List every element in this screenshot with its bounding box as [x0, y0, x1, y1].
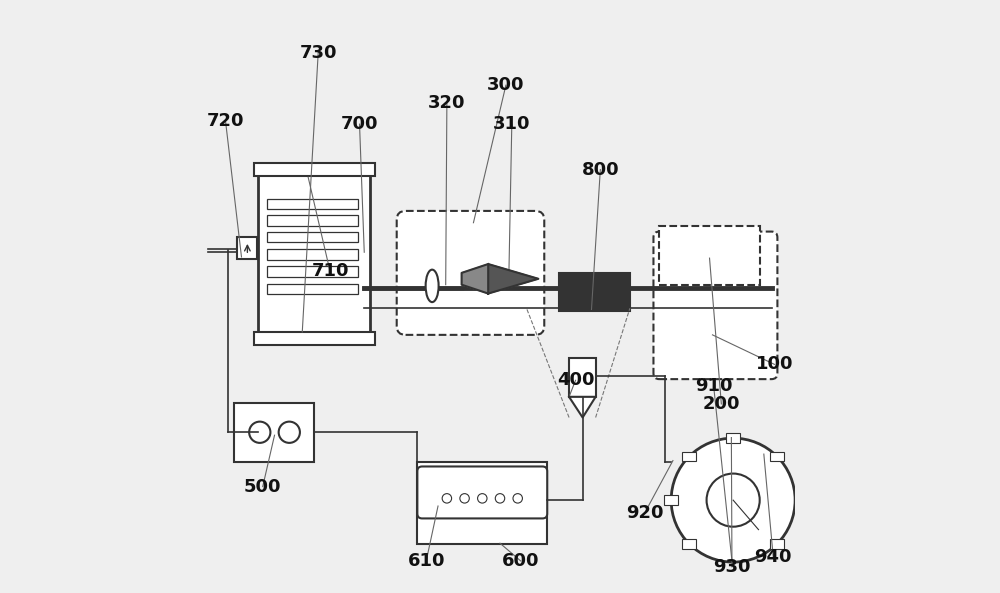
Circle shape [460, 493, 469, 503]
FancyBboxPatch shape [659, 226, 760, 285]
Text: 320: 320 [428, 94, 466, 112]
FancyBboxPatch shape [770, 539, 784, 549]
Text: 500: 500 [244, 477, 281, 496]
FancyBboxPatch shape [569, 359, 596, 397]
FancyBboxPatch shape [267, 232, 358, 242]
FancyBboxPatch shape [267, 266, 358, 277]
Polygon shape [569, 397, 596, 417]
Circle shape [279, 422, 300, 443]
Text: 730: 730 [299, 44, 337, 62]
Ellipse shape [426, 270, 439, 302]
Text: 720: 720 [207, 112, 244, 130]
FancyBboxPatch shape [417, 462, 547, 544]
FancyBboxPatch shape [664, 495, 678, 505]
Text: 710: 710 [311, 262, 349, 280]
FancyBboxPatch shape [267, 199, 358, 209]
FancyBboxPatch shape [417, 467, 547, 518]
Text: 300: 300 [487, 76, 525, 94]
FancyBboxPatch shape [653, 232, 777, 379]
Polygon shape [462, 264, 488, 294]
FancyBboxPatch shape [726, 433, 740, 443]
Circle shape [707, 474, 760, 527]
Text: 600: 600 [502, 552, 539, 570]
Text: 200: 200 [703, 395, 740, 413]
Polygon shape [488, 264, 538, 294]
Text: 100: 100 [756, 355, 793, 374]
FancyBboxPatch shape [258, 173, 370, 332]
Circle shape [249, 422, 270, 443]
FancyBboxPatch shape [267, 215, 358, 226]
FancyBboxPatch shape [682, 452, 696, 461]
FancyBboxPatch shape [397, 211, 544, 335]
Text: 910: 910 [695, 377, 732, 395]
Text: 930: 930 [713, 558, 751, 576]
FancyBboxPatch shape [267, 283, 358, 294]
FancyBboxPatch shape [267, 249, 358, 260]
Text: 800: 800 [582, 161, 619, 178]
Text: 310: 310 [493, 115, 531, 133]
Circle shape [513, 493, 522, 503]
Circle shape [478, 493, 487, 503]
Text: 610: 610 [407, 552, 445, 570]
Text: 940: 940 [755, 549, 792, 566]
FancyBboxPatch shape [237, 237, 257, 259]
Circle shape [671, 438, 795, 562]
Circle shape [495, 493, 505, 503]
FancyBboxPatch shape [682, 539, 696, 549]
FancyBboxPatch shape [254, 162, 375, 176]
Text: 400: 400 [557, 371, 594, 390]
FancyBboxPatch shape [254, 332, 375, 345]
Circle shape [442, 493, 452, 503]
Text: 700: 700 [341, 115, 378, 133]
FancyBboxPatch shape [770, 452, 784, 461]
FancyBboxPatch shape [559, 273, 630, 311]
FancyBboxPatch shape [234, 403, 314, 462]
Text: 920: 920 [626, 504, 663, 522]
